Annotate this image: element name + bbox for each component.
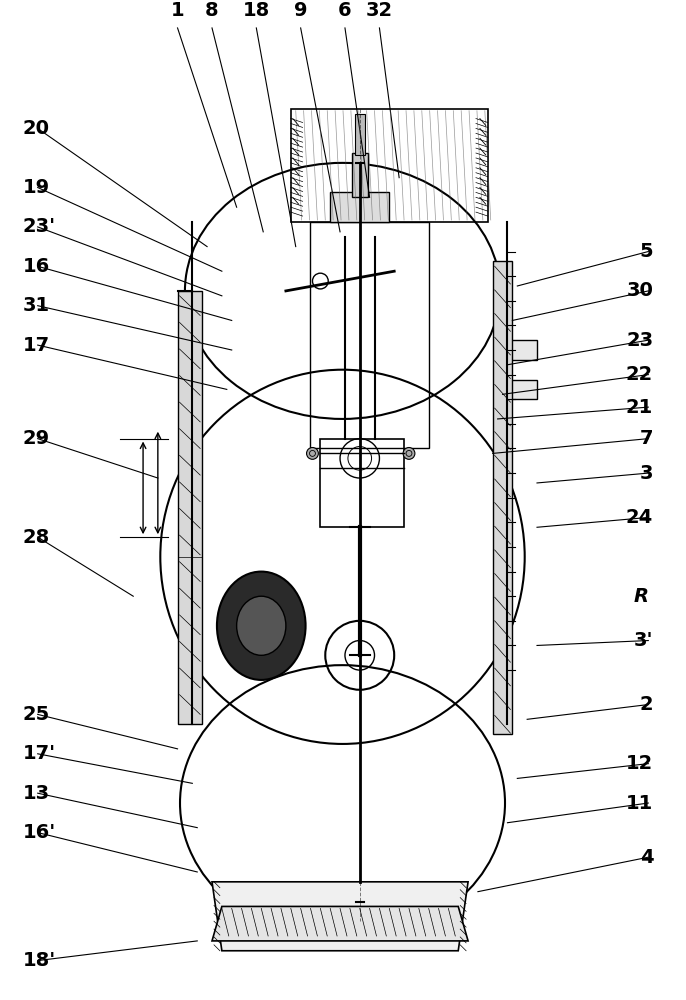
Text: R: R (633, 587, 648, 606)
Circle shape (403, 447, 415, 459)
Text: 22: 22 (626, 365, 653, 384)
Circle shape (307, 447, 318, 459)
Polygon shape (212, 882, 468, 951)
Text: 18: 18 (243, 1, 270, 20)
Text: 16': 16' (23, 823, 56, 842)
Text: 8: 8 (205, 1, 219, 20)
Text: 21: 21 (626, 398, 653, 417)
Text: 17': 17' (23, 744, 56, 763)
Text: 23: 23 (626, 331, 653, 350)
Bar (352, 153, 368, 197)
Polygon shape (178, 291, 202, 724)
Bar (508, 380, 537, 399)
Text: 32: 32 (366, 1, 393, 20)
Text: 25: 25 (23, 705, 50, 724)
Polygon shape (493, 261, 512, 734)
Ellipse shape (217, 572, 305, 680)
Text: 31: 31 (23, 296, 50, 315)
Bar (508, 340, 537, 360)
Bar (355, 114, 365, 155)
Text: 3: 3 (640, 464, 653, 483)
Text: 19: 19 (23, 178, 50, 197)
Text: 2: 2 (639, 695, 653, 714)
Text: 12: 12 (626, 754, 653, 773)
Text: 11: 11 (626, 794, 653, 813)
Text: 23': 23' (23, 217, 56, 236)
Text: 7: 7 (640, 429, 653, 448)
Polygon shape (212, 906, 468, 941)
Text: 20: 20 (23, 119, 50, 138)
Text: 18': 18' (23, 951, 56, 970)
Text: 4: 4 (639, 848, 653, 867)
Text: 5: 5 (639, 242, 653, 261)
Text: 3': 3' (634, 631, 653, 650)
Text: 13: 13 (23, 784, 50, 803)
Text: 16: 16 (23, 257, 50, 276)
Text: 28: 28 (23, 528, 50, 547)
Text: 9: 9 (294, 1, 307, 20)
Bar (330, 192, 389, 222)
Text: 29: 29 (23, 429, 50, 448)
Text: 1: 1 (171, 1, 185, 20)
Ellipse shape (237, 596, 286, 655)
Text: 6: 6 (338, 1, 352, 20)
Text: 17: 17 (23, 336, 50, 355)
Text: 24: 24 (626, 508, 653, 527)
Text: 30: 30 (626, 281, 653, 300)
